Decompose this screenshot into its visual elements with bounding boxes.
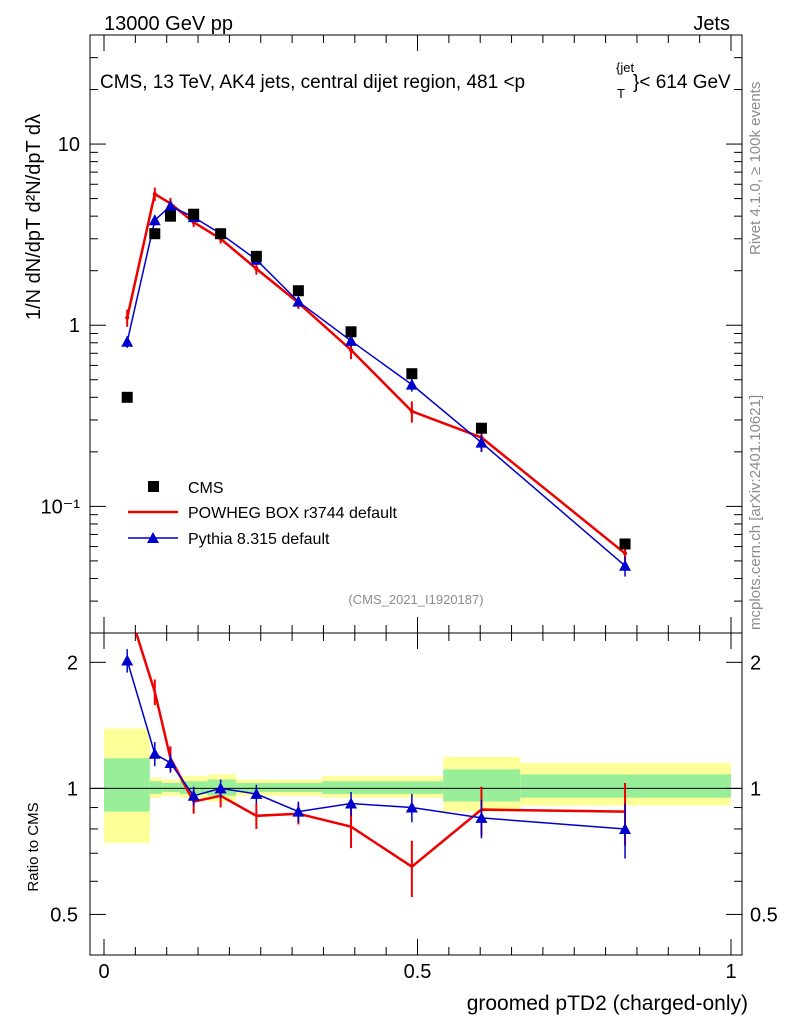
xtick-label: 0.5 <box>404 961 432 983</box>
plot-title-sup: {jet <box>616 60 634 75</box>
axes: 10⁻¹ 1 10 0.5 0.5 1 1 2 2 0 0.5 1 <box>41 34 778 983</box>
pythia-ratio-point <box>619 822 632 834</box>
pythia-point <box>164 200 177 212</box>
powheg-point <box>409 409 414 414</box>
pythia-ratio-point <box>164 756 177 768</box>
band-inner <box>236 782 279 793</box>
pythia-ratio-point <box>345 797 358 809</box>
band-inner <box>278 782 323 793</box>
plot-title-main: CMS, 13 TeV, AK4 jets, central dijet reg… <box>100 72 525 93</box>
plot-title-tail: }< 614 GeV <box>633 72 731 93</box>
pythia-ratio-point <box>214 782 227 794</box>
plot-title-sub: T <box>617 86 625 101</box>
main-ytick-label: 1 <box>69 315 80 337</box>
cms-point <box>406 368 418 380</box>
powheg-point <box>125 315 130 320</box>
legend-pythia-label: Pythia 8.315 default <box>188 531 330 548</box>
xlabel: groomed pTD2 (charged-only) <box>467 992 748 1015</box>
legend-pythia-marker <box>147 532 159 543</box>
ratio-uncertainty-bands <box>104 728 731 844</box>
cms-point <box>188 208 200 220</box>
pythia-point <box>619 559 632 571</box>
cms-point <box>292 285 304 297</box>
powheg-line <box>125 192 626 555</box>
powheg-ratio-line <box>135 632 626 869</box>
xtick-label: 0 <box>98 961 109 983</box>
xtick-label: 1 <box>725 961 736 983</box>
ylabel-ratio: Ratio to CMS <box>25 802 42 891</box>
cms-point <box>619 538 631 550</box>
ratio-frame <box>89 632 743 956</box>
header-left: 13000 GeV pp <box>104 13 233 35</box>
ratio-ytick-label: 2 <box>67 652 78 674</box>
powheg-point <box>349 347 354 352</box>
band-inner <box>149 781 163 794</box>
legend-cms-label: CMS <box>188 480 224 497</box>
cms-point <box>149 228 161 240</box>
ratio-ytick-label-right: 0.5 <box>750 904 778 926</box>
powheg-point <box>254 266 259 271</box>
main-ytick-label: 10 <box>58 134 80 156</box>
cms-point <box>475 422 487 434</box>
pythia-point <box>148 214 161 226</box>
pythia-ratio-point <box>475 811 488 823</box>
legend: CMS POWHEG BOX r3744 default Pythia 8.31… <box>128 480 398 548</box>
mcplots-label: mcplots.cern.ch [arXiv:2401.10621] <box>747 395 764 630</box>
cms-point <box>215 228 227 240</box>
pythia-ratio-point <box>148 747 161 759</box>
ratio-ytick-label-right: 1 <box>750 778 761 800</box>
cms-point <box>345 326 357 338</box>
band-inner <box>104 758 150 812</box>
band-inner <box>162 782 180 793</box>
pythia-ratio-point <box>250 787 263 799</box>
pythia-ratio-point <box>187 789 200 801</box>
cms-point <box>121 391 133 403</box>
pythia-ratio-point <box>292 805 305 817</box>
pythia-ratio-point <box>405 801 418 813</box>
band-inner <box>322 781 444 794</box>
plot-title: CMS, 13 TeV, AK4 jets, central dijet reg… <box>100 72 525 93</box>
pythia-point <box>475 436 488 448</box>
analysis-id: (CMS_2021_I1920187) <box>348 592 483 607</box>
pythia-point <box>405 378 418 390</box>
cms-point <box>250 250 262 262</box>
ratio-ytick-label-right: 2 <box>750 652 761 674</box>
ratio-ytick-label: 1 <box>67 778 78 800</box>
ratio-ytick-label: 0.5 <box>50 904 78 926</box>
rivet-label: Rivet 4.1.0, ≥ 100k events <box>747 82 764 255</box>
pythia-point <box>121 335 134 347</box>
legend-powheg-label: POWHEG BOX r3744 default <box>188 505 398 522</box>
pythia-ratio-point <box>121 654 134 666</box>
legend-cms-marker <box>148 481 159 492</box>
ylabel-main: 1/N dN/dpT d²N/dpT dλ <box>23 114 45 320</box>
powheg-point <box>623 551 628 556</box>
pythia-point <box>292 295 305 307</box>
data-series <box>121 187 632 898</box>
header-right: Jets <box>693 13 730 35</box>
main-ytick-label: 10⁻¹ <box>41 496 81 518</box>
cms-point <box>164 210 176 222</box>
powheg-point <box>152 192 157 197</box>
pythia-point <box>345 334 358 346</box>
